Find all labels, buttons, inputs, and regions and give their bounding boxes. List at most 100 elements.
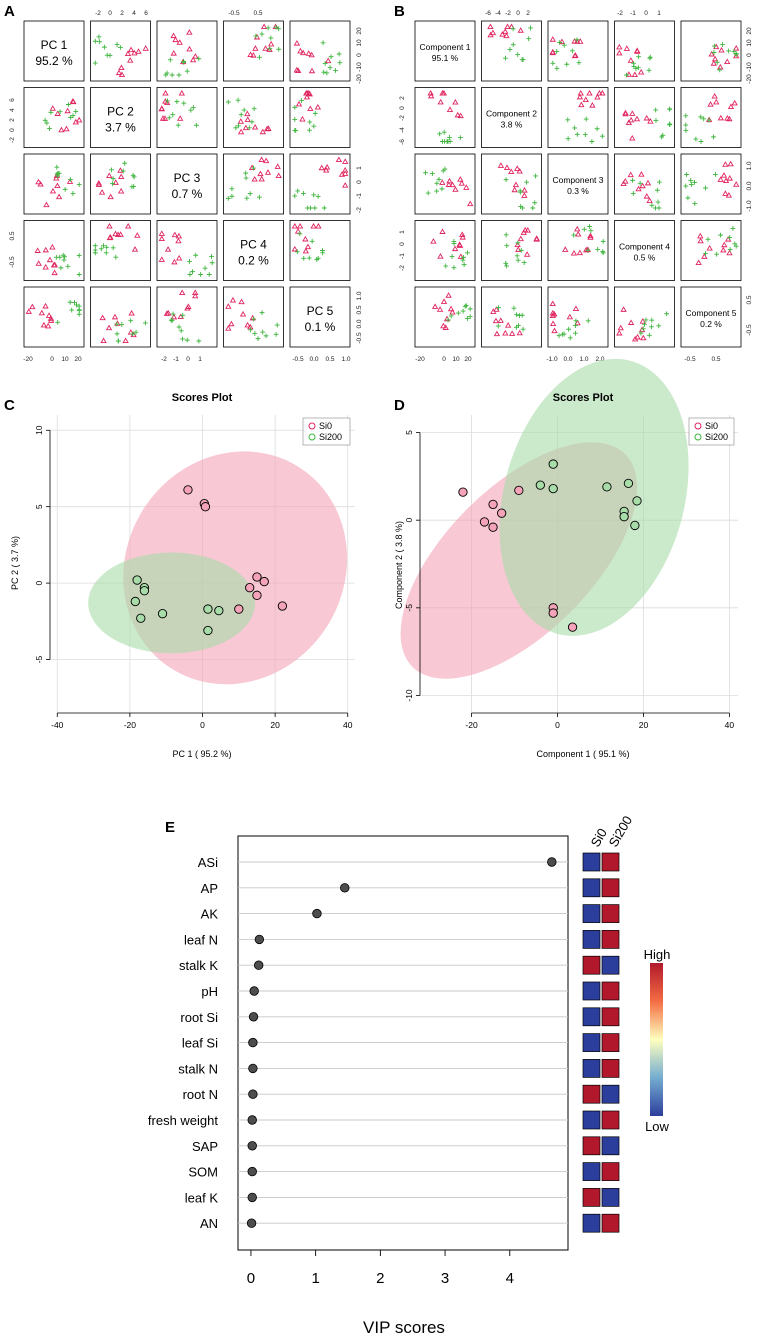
panel-b-pairs-plot: Component 195.1 % Component 23.8 % Compone… [399, 10, 753, 363]
si0-point [717, 63, 724, 70]
si0-point [192, 292, 199, 299]
si0-point [258, 156, 265, 163]
si200-point [656, 323, 662, 329]
si200-point [659, 134, 665, 140]
matrix-cell [414, 20, 476, 82]
si0-point [457, 112, 464, 119]
tick-label: -0.5 [228, 10, 240, 17]
tick-label: -0.5 [746, 324, 753, 336]
si0-point [533, 235, 540, 241]
score-point-si0 [479, 517, 490, 527]
si200-point [600, 249, 606, 254]
si200-point [92, 243, 98, 249]
si200-point [92, 250, 98, 256]
si0-point [177, 115, 184, 121]
si0-point [707, 101, 714, 107]
si0-point [275, 172, 282, 179]
legend: Si0 Si200 [688, 417, 735, 446]
si200-point [569, 48, 575, 54]
si200-point [320, 40, 326, 46]
si0-point [713, 98, 720, 105]
si0-point [457, 253, 465, 259]
si200-point [698, 114, 704, 120]
si200-point [181, 100, 187, 106]
score-point-si200 [157, 609, 168, 619]
tick-label: -0.5 [684, 356, 696, 363]
si0-point [731, 99, 738, 106]
si200-point [97, 39, 103, 45]
si0-point [492, 317, 500, 324]
si0-point [622, 178, 629, 184]
si200-point [457, 135, 463, 141]
si0-point [431, 303, 439, 309]
si200-point [576, 60, 582, 66]
score-point-si200 [139, 586, 150, 596]
heatmap-cell-si200 [601, 1188, 620, 1207]
si200-point [528, 25, 533, 31]
si0-point [49, 105, 56, 111]
si200-point [636, 54, 642, 60]
tick-label: 0.0 [563, 356, 572, 363]
si0-point [296, 222, 304, 229]
si200-point [68, 177, 73, 182]
si0-point [499, 31, 506, 37]
si0-point [437, 98, 444, 105]
si0-point [237, 118, 244, 124]
si200-point [565, 117, 571, 123]
si0-point [45, 312, 53, 318]
si200-point [449, 254, 455, 259]
si200-point [600, 238, 606, 244]
si200-point [514, 324, 519, 330]
si200-point [467, 306, 473, 312]
category-label: AN [200, 1216, 218, 1231]
legend-box [688, 417, 735, 446]
heatmap-cell-si200 [601, 955, 620, 975]
si200-point [667, 106, 673, 112]
si200-point [188, 107, 194, 113]
si0-point [304, 89, 311, 96]
y-tick-label: -5 [34, 655, 44, 663]
si200-point [122, 160, 128, 166]
tick-label: 4 [9, 108, 16, 112]
si0-point [549, 300, 556, 307]
si200-point [583, 116, 589, 122]
si200-point [445, 317, 451, 323]
score-point-si200 [623, 478, 634, 489]
si0-point [508, 168, 515, 175]
si200-point [573, 330, 578, 336]
si200-point [429, 171, 435, 177]
matrix-cell [23, 220, 85, 281]
si200-point [511, 305, 517, 311]
si200-point [114, 42, 120, 47]
si200-point [198, 272, 204, 277]
tick-label: 2 [526, 10, 530, 17]
category-label: fresh weight [148, 1113, 218, 1128]
matrix-cell [547, 20, 609, 82]
matrix-cell [547, 220, 609, 281]
si200-point [311, 192, 317, 198]
si200-point [164, 70, 170, 76]
si200-point [657, 179, 662, 185]
tick-label: -4 [399, 127, 406, 133]
si200-point [733, 52, 739, 58]
score-point-si200 [136, 613, 146, 623]
matrix-cell [289, 286, 351, 348]
tick-label: -0.5 [292, 356, 304, 363]
si0-point [639, 318, 647, 324]
si0-point [124, 222, 132, 229]
si200-point [209, 254, 214, 259]
si200-point [238, 112, 244, 118]
si0-point [134, 232, 141, 238]
si200-point [241, 107, 247, 113]
legend-label-si200: Si200 [319, 432, 342, 442]
si0-point [489, 29, 497, 36]
si0-point [710, 60, 717, 66]
si200-point [244, 195, 250, 201]
si0-point [100, 337, 107, 344]
si200-point [65, 102, 71, 107]
si0-point [186, 45, 193, 52]
score-point-si200 [602, 482, 612, 492]
si0-point [587, 232, 594, 239]
si200-point [62, 186, 68, 192]
si0-point [38, 309, 46, 316]
